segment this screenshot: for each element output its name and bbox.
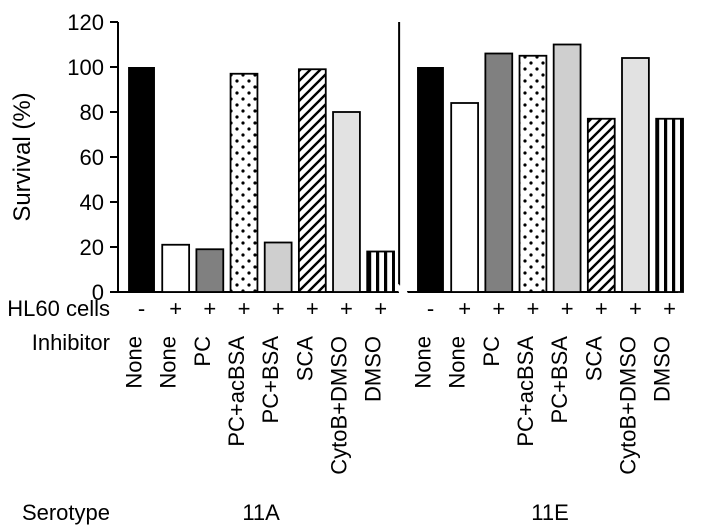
y-tick-label: 40 bbox=[80, 190, 104, 215]
hl60-mark: + bbox=[374, 296, 387, 321]
inhibitor-label: None bbox=[445, 336, 470, 389]
y-tick-label: 80 bbox=[80, 100, 104, 125]
bar bbox=[367, 252, 394, 293]
inhibitor-label: PC+BSA bbox=[258, 336, 283, 424]
bar bbox=[656, 119, 683, 292]
inhibitor-label: None bbox=[410, 336, 435, 389]
bar bbox=[265, 243, 292, 293]
hl60-mark: - bbox=[427, 296, 434, 321]
inhibitor-label: PC+BSA bbox=[547, 336, 572, 424]
chart-svg: 020406080100120Survival (%)HL60 cellsInh… bbox=[0, 0, 720, 532]
row-label-serotype: Serotype bbox=[22, 500, 110, 525]
bar bbox=[231, 74, 258, 292]
inhibitor-label: PC+acBSA bbox=[513, 336, 538, 447]
inhibitor-label: CytoB+DMSO bbox=[615, 336, 640, 475]
hl60-mark: - bbox=[138, 296, 145, 321]
y-axis-label: Survival (%) bbox=[9, 92, 36, 221]
y-tick-label: 20 bbox=[80, 235, 104, 260]
inhibitor-label: None bbox=[156, 336, 181, 389]
y-tick-label: 100 bbox=[67, 55, 104, 80]
bar bbox=[162, 245, 189, 292]
row-label-hl60: HL60 cells bbox=[7, 296, 110, 321]
hl60-mark: + bbox=[561, 296, 574, 321]
hl60-mark: + bbox=[663, 296, 676, 321]
y-tick-label: 60 bbox=[80, 145, 104, 170]
hl60-mark: + bbox=[458, 296, 471, 321]
survival-bar-chart: 020406080100120Survival (%)HL60 cellsInh… bbox=[0, 0, 720, 532]
bar bbox=[451, 103, 478, 292]
bar bbox=[520, 56, 547, 292]
hl60-mark: + bbox=[340, 296, 353, 321]
inhibitor-label: PC+acBSA bbox=[224, 336, 249, 447]
y-tick-label: 120 bbox=[67, 10, 104, 35]
inhibitor-label: CytoB+DMSO bbox=[326, 336, 351, 475]
bar bbox=[417, 67, 444, 292]
hl60-mark: + bbox=[306, 296, 319, 321]
bar bbox=[622, 58, 649, 292]
inhibitor-label: DMSO bbox=[361, 336, 386, 402]
inhibitor-label: PC bbox=[479, 336, 504, 367]
hl60-mark: + bbox=[527, 296, 540, 321]
bar bbox=[128, 67, 155, 292]
hl60-mark: + bbox=[238, 296, 251, 321]
hl60-mark: + bbox=[272, 296, 285, 321]
inhibitor-label: SCA bbox=[581, 336, 606, 382]
inhibitor-label: PC bbox=[190, 336, 215, 367]
bar bbox=[588, 119, 615, 292]
bar bbox=[554, 45, 581, 293]
hl60-mark: + bbox=[169, 296, 182, 321]
hl60-mark: + bbox=[492, 296, 505, 321]
inhibitor-label: SCA bbox=[292, 336, 317, 382]
inhibitor-label: DMSO bbox=[650, 336, 675, 402]
hl60-mark: + bbox=[203, 296, 216, 321]
serotype-11e: 11E bbox=[531, 500, 569, 525]
serotype-11a: 11A bbox=[242, 500, 280, 525]
bar bbox=[333, 112, 360, 292]
row-label-inhibitor: Inhibitor bbox=[32, 330, 110, 355]
bar bbox=[196, 249, 223, 292]
hl60-mark: + bbox=[629, 296, 642, 321]
bar bbox=[485, 54, 512, 293]
inhibitor-label: None bbox=[122, 336, 147, 389]
hl60-mark: + bbox=[595, 296, 608, 321]
bar bbox=[299, 69, 326, 292]
